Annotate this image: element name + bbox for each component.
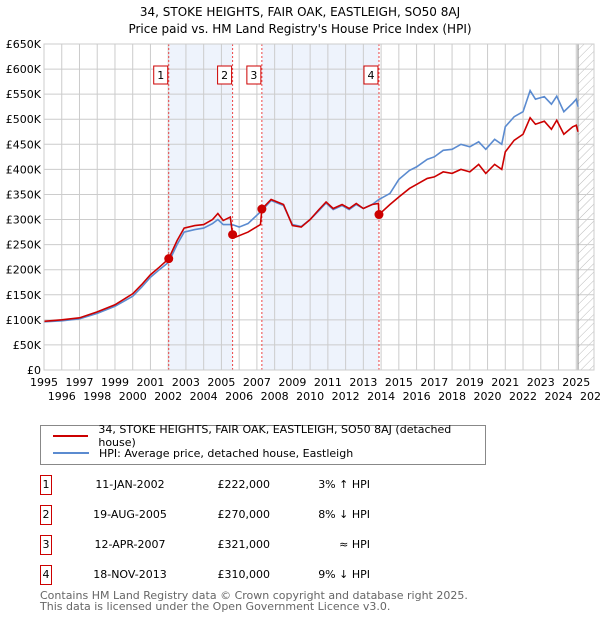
x-tick-label: 2017 bbox=[420, 376, 448, 389]
y-tick-label: £500K bbox=[6, 113, 42, 126]
sale-label-number: 4 bbox=[367, 69, 374, 82]
x-tick-label: 2016 bbox=[403, 390, 431, 403]
x-tick-label: 2006 bbox=[225, 390, 253, 403]
x-tick-label: 2007 bbox=[243, 376, 271, 389]
footer-licence: This data is licensed under the Open Gov… bbox=[40, 600, 391, 613]
sale-number-badge: 3 bbox=[40, 535, 52, 555]
x-tick-label: 2024 bbox=[545, 390, 573, 403]
y-tick-label: £250K bbox=[6, 239, 42, 252]
legend-label: HPI: Average price, detached house, East… bbox=[99, 446, 354, 460]
sale-number-badge: 1 bbox=[40, 475, 52, 495]
sale-number-badge: 4 bbox=[40, 565, 52, 585]
x-tick-label: 2015 bbox=[385, 376, 413, 389]
x-tick-label: 2000 bbox=[119, 390, 147, 403]
sale-row: 3 12-APR-2007 £321,000 ≈ HPI bbox=[40, 535, 440, 555]
x-tick-label: 2021 bbox=[491, 376, 519, 389]
x-tick-label: 1995 bbox=[30, 376, 58, 389]
x-tick-label: 2009 bbox=[278, 376, 306, 389]
x-tick-label: 2011 bbox=[314, 376, 342, 389]
sale-label-number: 3 bbox=[250, 69, 257, 82]
sale-row: 1 11-JAN-2002 £222,000 3% ↑ HPI bbox=[40, 475, 440, 495]
y-tick-label: £0 bbox=[27, 364, 41, 377]
x-tick-label: 1996 bbox=[48, 390, 76, 403]
sale-price: £222,000 bbox=[217, 478, 271, 491]
x-tick-label: 2014 bbox=[367, 390, 395, 403]
x-tick-label: 2018 bbox=[438, 390, 466, 403]
legend-label: 34, STOKE HEIGHTS, FAIR OAK, EASTLEIGH, … bbox=[98, 423, 452, 449]
x-tick-label: 2004 bbox=[190, 390, 218, 403]
x-tick-label: 2013 bbox=[349, 376, 377, 389]
y-tick-label: £400K bbox=[6, 163, 42, 176]
future-hatch bbox=[578, 44, 594, 370]
y-tick-label: £300K bbox=[6, 214, 42, 227]
y-tick-label: £550K bbox=[6, 88, 42, 101]
sale-price: £270,000 bbox=[217, 508, 271, 521]
sale-date: 11-JAN-2002 bbox=[95, 478, 165, 491]
x-tick-label: 2010 bbox=[296, 390, 324, 403]
sale-hpi-diff: 3% ↑ HPI bbox=[318, 478, 370, 491]
sale-hpi-diff: ≈ HPI bbox=[339, 538, 370, 551]
legend: 34, STOKE HEIGHTS, FAIR OAK, EASTLEIGH, … bbox=[40, 423, 486, 465]
x-tick-label: 2022 bbox=[509, 390, 537, 403]
y-tick-label: £200K bbox=[6, 264, 42, 277]
property-price-line bbox=[43, 116, 579, 323]
x-tick-label: 2002 bbox=[154, 390, 182, 403]
sale-hpi-diff: 9% ↓ HPI bbox=[318, 568, 370, 581]
sale-row: 2 19-AUG-2005 £270,000 8% ↓ HPI bbox=[40, 505, 440, 525]
x-tick-label: 2025 bbox=[562, 376, 590, 389]
y-tick-label: £650K bbox=[6, 38, 42, 51]
sale-label-number: 2 bbox=[221, 69, 228, 82]
hpi-line bbox=[43, 88, 579, 323]
sale-label-box bbox=[153, 65, 169, 85]
x-tick-label: 1999 bbox=[101, 376, 129, 389]
x-tick-label: 1998 bbox=[83, 390, 111, 403]
sale-price: £310,000 bbox=[217, 568, 271, 581]
chart-subtitle: Price paid vs. HM Land Registry's House … bbox=[128, 22, 472, 36]
sale-label-box bbox=[363, 65, 379, 85]
x-tick-label: 2001 bbox=[136, 376, 164, 389]
x-tick-label: 2005 bbox=[207, 376, 235, 389]
y-tick-label: £450K bbox=[6, 138, 42, 151]
y-tick-label: £600K bbox=[6, 63, 42, 76]
sale-point bbox=[257, 204, 267, 214]
sale-price: £321,000 bbox=[217, 538, 271, 551]
x-tick-label: 2012 bbox=[332, 390, 360, 403]
legend-item-property: 34, STOKE HEIGHTS, FAIR OAK, EASTLEIGH, … bbox=[53, 423, 485, 449]
sale-date: 18-NOV-2013 bbox=[93, 568, 167, 581]
price-chart: 1995199619971998199920002001200220032004… bbox=[6, 38, 600, 403]
sale-label-box bbox=[246, 65, 262, 85]
y-tick-label: £150K bbox=[6, 289, 42, 302]
shaded-period-1-2 bbox=[168, 44, 233, 370]
legend-swatch-blue bbox=[53, 452, 89, 454]
sale-number-badge: 2 bbox=[40, 505, 52, 525]
sale-label-box bbox=[217, 65, 233, 85]
x-tick-label: 2003 bbox=[172, 376, 200, 389]
chart-title: 34, STOKE HEIGHTS, FAIR OAK, EASTLEIGH, … bbox=[139, 5, 461, 19]
y-tick-label: £350K bbox=[6, 188, 42, 201]
sale-hpi-diff: 8% ↓ HPI bbox=[318, 508, 370, 521]
x-tick-label: 1997 bbox=[65, 376, 93, 389]
sale-row: 4 18-NOV-2013 £310,000 9% ↓ HPI bbox=[40, 565, 440, 585]
x-tick-label: 2008 bbox=[261, 390, 289, 403]
footer-copyright: Contains HM Land Registry data © Crown c… bbox=[40, 589, 468, 602]
x-tick-label: 2026 bbox=[580, 390, 600, 403]
x-tick-label: 2023 bbox=[527, 376, 555, 389]
sale-point bbox=[164, 254, 174, 264]
x-tick-label: 2019 bbox=[456, 376, 484, 389]
sale-label-number: 1 bbox=[157, 69, 164, 82]
sale-point bbox=[228, 230, 238, 240]
sale-date: 12-APR-2007 bbox=[94, 538, 166, 551]
legend-item-hpi: HPI: Average price, detached house, East… bbox=[53, 445, 353, 461]
x-tick-label: 2020 bbox=[474, 390, 502, 403]
legend-swatch-red bbox=[53, 435, 89, 437]
sale-date: 19-AUG-2005 bbox=[93, 508, 167, 521]
plot-border bbox=[43, 43, 595, 371]
y-tick-label: £50K bbox=[13, 339, 42, 352]
y-tick-label: £100K bbox=[6, 314, 42, 327]
sale-point bbox=[374, 210, 384, 220]
